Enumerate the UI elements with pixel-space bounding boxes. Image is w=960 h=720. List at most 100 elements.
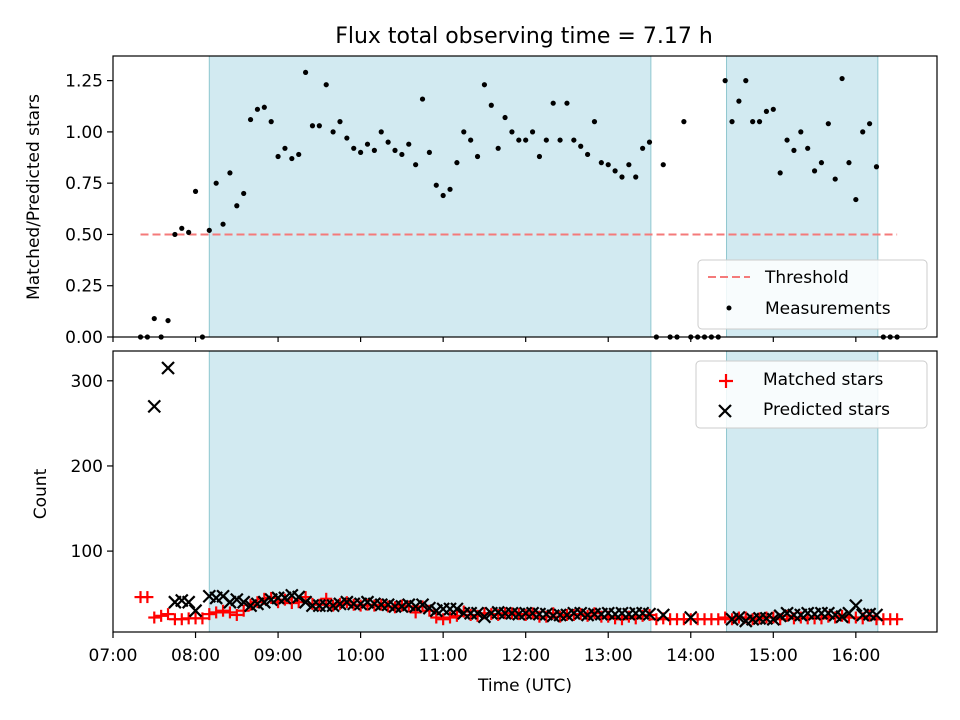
measurement-point (550, 100, 556, 106)
x-tick-label: 12:00 (501, 646, 550, 666)
measurement-point (172, 231, 178, 238)
predicted-star-marker (450, 602, 464, 616)
measurement-point (729, 119, 735, 125)
measurement-point (811, 168, 818, 174)
top-panel: 0.00 0.25 0.50 0.75 1.00 1.25 Matched/Predict… (24, 55, 938, 348)
predicted-star-marker (161, 361, 175, 375)
measurement-point (832, 176, 838, 182)
measurement-point (261, 104, 267, 110)
measurement-point (578, 143, 584, 149)
measurement-point (275, 153, 281, 160)
shaded-interval (208, 350, 652, 633)
measurement-point (866, 121, 873, 127)
measurement-point (289, 155, 295, 162)
x-axis-label: Time (UTC) (477, 676, 572, 696)
measurement-point (344, 135, 350, 141)
predicted-star-marker (147, 399, 162, 414)
measurement-point (241, 190, 247, 197)
measurement-point (612, 168, 618, 174)
measurement-point (516, 137, 522, 143)
measurement-point (474, 153, 481, 160)
y-tick-label: 0.00 (65, 328, 103, 348)
measurement-point (736, 98, 742, 104)
measurement-point (488, 102, 494, 108)
matched-star-marker (223, 606, 236, 619)
measurement-point (495, 145, 501, 151)
measurement-point (633, 174, 639, 180)
legend-measurements-label: Measurements (765, 299, 891, 319)
measurement-point (351, 145, 357, 151)
matched-star-marker (141, 591, 154, 604)
measurement-point (770, 106, 776, 112)
measurement-point (784, 137, 790, 143)
measurement-point (323, 82, 329, 88)
matched-star-marker (863, 609, 876, 622)
predicted-star-marker (849, 598, 863, 613)
measurement-point (213, 180, 219, 186)
predicted-star-marker (470, 606, 485, 621)
measurement-point (309, 123, 316, 129)
top-y-ticks: 0.00 0.25 0.50 0.75 1.00 1.25 (65, 72, 113, 348)
matched-star-marker (230, 608, 243, 621)
measurement-point (406, 141, 412, 147)
measurement-point (419, 96, 426, 102)
bottom-y-axis-label: Count (31, 468, 51, 519)
measurement-point (165, 317, 171, 324)
measurement-point (302, 69, 309, 76)
measurement-point (186, 229, 192, 235)
matched-star-marker (444, 611, 457, 624)
legend-threshold-label: Threshold (764, 268, 849, 288)
predicted-stars-series (147, 361, 884, 628)
measurement-point (192, 188, 199, 194)
measurement-point (447, 186, 453, 192)
measurement-point (529, 129, 536, 135)
measurement-point (337, 119, 343, 125)
measurement-point (860, 129, 866, 135)
legend-matched-swatch (719, 374, 733, 388)
measurement-point (220, 221, 226, 227)
measurement-point (791, 147, 797, 153)
measurement-point (626, 162, 632, 168)
measurement-point (509, 129, 515, 135)
measurement-point (681, 119, 687, 125)
x-tick-label: 15:00 (749, 646, 798, 666)
predicted-star-marker (181, 595, 196, 609)
matched-star-marker (437, 613, 450, 626)
measurement-point (481, 82, 488, 88)
measurement-point (468, 137, 474, 143)
measurement-point (743, 78, 749, 84)
legend-matched-label: Matched stars (763, 370, 883, 390)
legend-predicted-label: Predicted stars (763, 400, 890, 420)
measurement-point (598, 160, 604, 166)
measurement-point (358, 149, 364, 156)
predicted-star-marker (683, 610, 698, 625)
predicted-star-marker (188, 603, 203, 618)
matched-star-marker (217, 604, 230, 617)
predicted-star-marker (236, 595, 251, 609)
top-axes-frame (112, 55, 938, 338)
measurement-point (206, 227, 212, 233)
x-tick-label: 16:00 (831, 646, 880, 666)
measurement-point (179, 225, 185, 231)
measurement-point (392, 147, 398, 153)
measurement-point (557, 137, 563, 143)
y-tick-label: 0.25 (65, 277, 103, 297)
x-tick-label: 10:00 (336, 646, 385, 666)
measurement-point (502, 114, 508, 121)
measurement-point (763, 108, 770, 114)
measurement-point (426, 149, 432, 156)
measurement-point (646, 139, 653, 145)
top-legend-box (697, 259, 928, 330)
bottom-axes-frame (112, 350, 938, 633)
predicted-star-marker (766, 612, 781, 627)
predicted-star-marker (415, 597, 430, 612)
y-tick-label: 200 (71, 457, 103, 477)
x-tick-label: 11:00 (419, 646, 468, 666)
measurement-point (440, 192, 446, 199)
measurement-point (591, 119, 598, 125)
matched-star-marker (402, 600, 415, 613)
matched-star-marker (430, 611, 443, 624)
measurement-point (371, 147, 377, 153)
measurement-point (846, 160, 852, 166)
